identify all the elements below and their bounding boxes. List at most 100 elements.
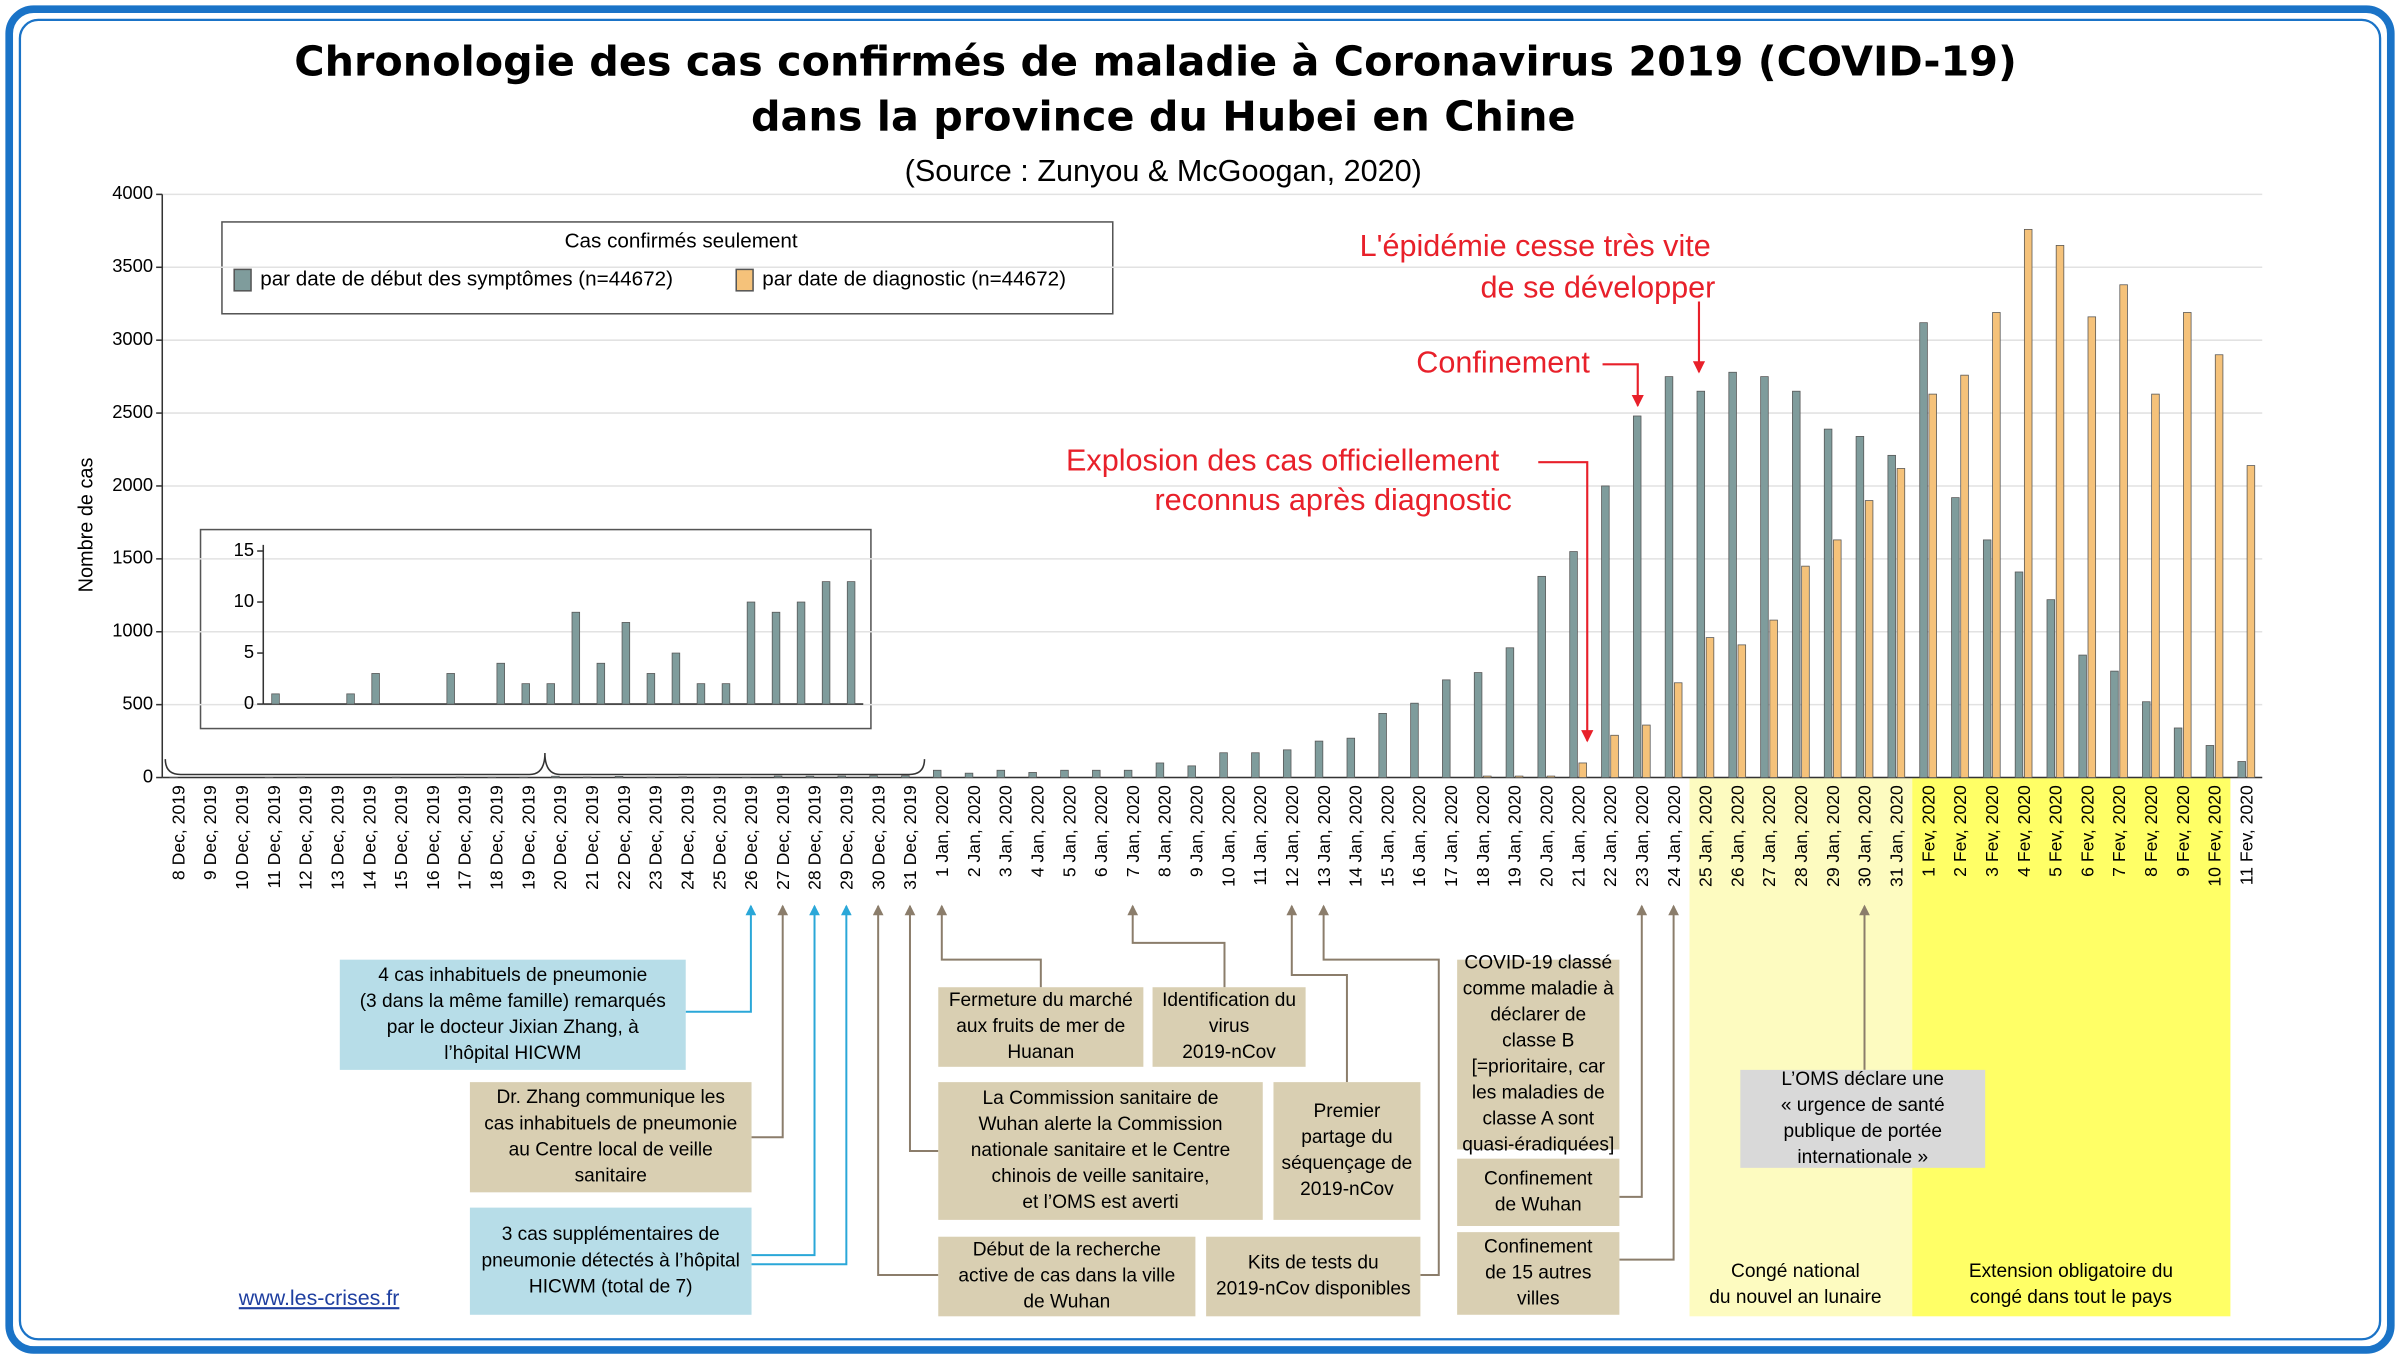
event-text: Confinement bbox=[1484, 1236, 1593, 1257]
event-text: sanitaire bbox=[575, 1165, 647, 1186]
annotation-arrow bbox=[1602, 363, 1644, 408]
x-tick-label: 4 Fev, 2020 bbox=[2014, 785, 2034, 877]
inset-bar bbox=[271, 693, 280, 705]
chart-title: dans la province du Hubei en Chine bbox=[751, 92, 1576, 140]
event-text: déclarer de bbox=[1490, 1005, 1586, 1026]
bar bbox=[2078, 654, 2087, 778]
event-text: aux fruits de mer de bbox=[956, 1016, 1125, 1037]
inset bbox=[199, 528, 872, 730]
bar bbox=[1505, 647, 1515, 778]
inset-y-tick-label: 15 bbox=[234, 539, 254, 560]
bar bbox=[1992, 312, 2001, 778]
bar bbox=[1728, 371, 1737, 778]
event-text: cas inhabituels de pneumonie bbox=[484, 1113, 737, 1134]
x-tick-label: 25 Dec, 2019 bbox=[709, 785, 729, 890]
event-box bbox=[938, 1082, 1263, 1220]
x-tick-label: 13 Jan, 2020 bbox=[1314, 785, 1334, 887]
period-label: Congé national bbox=[1731, 1261, 1860, 1282]
inset-bar bbox=[846, 581, 856, 705]
annotation: reconnus après diagnostic bbox=[1154, 483, 1511, 517]
event-connector bbox=[904, 904, 939, 1152]
x-tick-label: 17 Dec, 2019 bbox=[455, 785, 475, 890]
x-tick-label: 18 Dec, 2019 bbox=[487, 785, 507, 890]
event-text: et l’OMS est averti bbox=[1022, 1192, 1178, 1213]
x-tick-label: 8 Jan, 2020 bbox=[1155, 785, 1175, 877]
bar bbox=[869, 775, 878, 778]
event-box bbox=[1206, 1236, 1421, 1317]
inset-bar bbox=[621, 622, 631, 705]
x-tick-label: 22 Dec, 2019 bbox=[614, 785, 634, 890]
x-tick-label: 11 Dec, 2019 bbox=[264, 785, 284, 888]
inset-bar bbox=[771, 611, 781, 705]
inset-bar bbox=[796, 601, 806, 705]
inset-bar bbox=[596, 662, 606, 705]
brace bbox=[164, 753, 926, 776]
x-tick-label: 23 Dec, 2019 bbox=[646, 785, 666, 890]
event-text: « urgence de santé bbox=[1781, 1095, 1945, 1116]
bar bbox=[1483, 775, 1492, 778]
inset-bar bbox=[821, 581, 831, 705]
event-connector bbox=[872, 904, 939, 1276]
bar bbox=[837, 775, 846, 778]
event-connector bbox=[751, 904, 789, 1139]
footer-link: www.les-crises.fr bbox=[238, 1286, 400, 1310]
inset-bar bbox=[671, 652, 681, 705]
x-tick-label: 9 Jan, 2020 bbox=[1187, 785, 1207, 877]
bar bbox=[1664, 376, 1674, 778]
inset-y-tick-label: 5 bbox=[244, 641, 254, 662]
event-text: partage du bbox=[1301, 1127, 1392, 1148]
event-text: Kits de tests du bbox=[1248, 1253, 1379, 1274]
x-tick-label: 31 Jan, 2020 bbox=[1887, 785, 1907, 887]
x-tick-label: 1 Jan, 2020 bbox=[932, 785, 952, 877]
y-tick-label: 1500 bbox=[112, 547, 153, 568]
event-text: de Wuhan bbox=[1023, 1292, 1110, 1313]
bar bbox=[2055, 245, 2065, 778]
event-text: l’hôpital HICWM bbox=[444, 1043, 581, 1064]
bar bbox=[1896, 468, 1906, 778]
event-text: Wuhan alerte la Commission bbox=[978, 1114, 1222, 1135]
x-tick-label: 13 Dec, 2019 bbox=[327, 785, 347, 890]
bar bbox=[1410, 702, 1419, 778]
x-tick-label: 28 Jan, 2020 bbox=[1791, 785, 1811, 887]
x-tick-label: 29 Dec, 2019 bbox=[837, 785, 857, 890]
event-text: Premier bbox=[1313, 1101, 1381, 1122]
period-label: Extension obligatoire du bbox=[1969, 1261, 2173, 1282]
bar bbox=[1537, 575, 1546, 778]
x-tick-label: 4 Jan, 2020 bbox=[1027, 785, 1047, 877]
bar bbox=[1123, 769, 1133, 778]
bar bbox=[1314, 740, 1324, 778]
x-tick-label: 10 Dec, 2019 bbox=[232, 785, 252, 890]
frame bbox=[5, 5, 2395, 1354]
period-band bbox=[1689, 777, 1913, 1317]
bar bbox=[1155, 762, 1165, 778]
x-tick-label: 30 Dec, 2019 bbox=[868, 785, 888, 890]
bar bbox=[1737, 644, 1747, 778]
event-box bbox=[1457, 959, 1620, 1150]
x-tick-label: 29 Jan, 2020 bbox=[1823, 785, 1843, 887]
bar bbox=[1282, 749, 1292, 778]
bar bbox=[1705, 637, 1715, 778]
event-text: (3 dans la même famille) remarqués bbox=[360, 991, 666, 1012]
event-text: Début de la recherche bbox=[973, 1240, 1161, 1261]
bar bbox=[1378, 713, 1387, 778]
bar bbox=[1219, 752, 1228, 778]
event-text: 3 cas supplémentaires de bbox=[502, 1224, 720, 1245]
x-tick-label: 11 Fev, 2020 bbox=[2237, 785, 2257, 885]
event-connector bbox=[1318, 904, 1440, 1276]
bar bbox=[2142, 701, 2151, 778]
event-text: Dr. Zhang communique les bbox=[496, 1087, 725, 1108]
x-tick-label: 20 Dec, 2019 bbox=[550, 785, 570, 890]
x-tick-label: 11 Jan, 2020 bbox=[1250, 785, 1270, 886]
x-tick-label: 8 Fev, 2020 bbox=[2141, 785, 2161, 877]
bar bbox=[1092, 769, 1101, 778]
inset-bar bbox=[346, 693, 355, 705]
bar bbox=[1760, 376, 1769, 778]
event-text: 2019-nCov bbox=[1300, 1179, 1394, 1200]
bar bbox=[2214, 354, 2224, 778]
bar bbox=[2237, 761, 2246, 778]
bar bbox=[932, 769, 942, 778]
event-text: 4 cas inhabituels de pneumonie bbox=[378, 965, 647, 986]
bar bbox=[1473, 672, 1483, 778]
event-text: 2019-nCov bbox=[1182, 1042, 1276, 1063]
x-tick-label: 24 Jan, 2020 bbox=[1664, 785, 1684, 887]
